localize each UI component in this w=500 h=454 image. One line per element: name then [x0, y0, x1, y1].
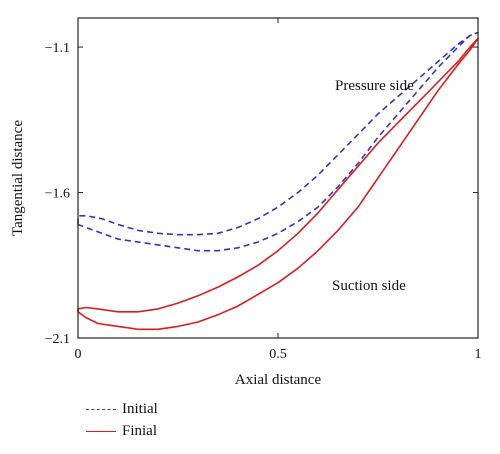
- x-axis-label: Axial distance: [235, 372, 322, 388]
- suction-side-annotation: Suction side: [332, 278, 406, 294]
- pressure-side-annotation: Pressure side: [335, 78, 414, 94]
- series-line-finial: [77, 37, 479, 331]
- x-tick-label: 1: [475, 347, 482, 362]
- y-tick-label: −1.6: [45, 187, 70, 202]
- legend-label-finial: Finial: [122, 422, 158, 439]
- tick-labels: 0 0.5 1 −1.1 −1.6 −2.1: [45, 41, 482, 362]
- series-line-initial: [77, 31, 479, 252]
- plot-frame: [77, 17, 479, 339]
- legend-swatch-dashed: [86, 408, 116, 410]
- x-tick-label: 0.5: [269, 347, 287, 362]
- series-layer: [77, 31, 479, 331]
- legend: Initial Finial: [86, 398, 158, 442]
- x-tick-label: 0: [75, 347, 82, 362]
- y-axis-label: Tangential distance: [10, 120, 26, 236]
- legend-swatch-solid: [86, 430, 116, 432]
- legend-item-finial: Finial: [86, 420, 158, 442]
- y-tick-label: −2.1: [45, 332, 70, 347]
- legend-item-initial: Initial: [86, 398, 158, 420]
- legend-label-initial: Initial: [122, 400, 158, 417]
- y-tick-label: −1.1: [45, 41, 70, 56]
- axis-ticks: [77, 18, 479, 339]
